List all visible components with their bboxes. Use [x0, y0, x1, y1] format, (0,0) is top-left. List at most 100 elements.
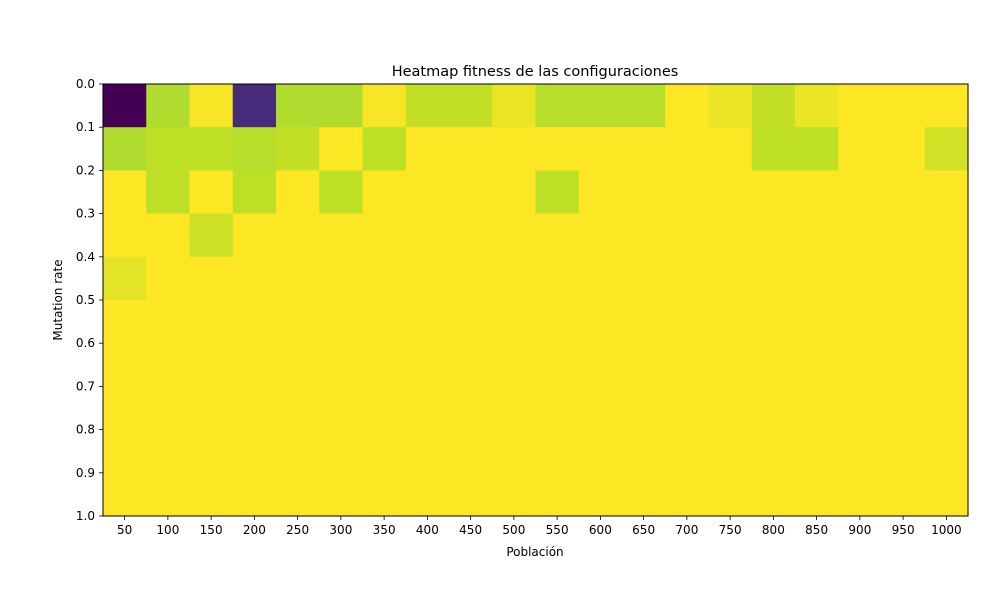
heatmap-cell: [405, 256, 450, 301]
heatmap-cell: [232, 256, 277, 301]
x-tick-label: 650: [632, 523, 655, 537]
heatmap-cell: [795, 213, 839, 258]
heatmap-cell: [665, 429, 710, 474]
heatmap-cell: [622, 84, 666, 128]
x-tick-label: 600: [589, 523, 612, 537]
heatmap-cell: [189, 300, 234, 344]
heatmap-cell: [405, 127, 450, 171]
heatmap-cell: [578, 429, 623, 474]
heatmap-cell: [924, 472, 969, 517]
heatmap-cell: [751, 256, 796, 301]
heatmap-cell: [535, 170, 580, 215]
heatmap-cell: [622, 472, 666, 517]
heatmap-cell: [924, 300, 969, 344]
heatmap-cell: [276, 256, 320, 301]
heatmap-cell: [276, 386, 320, 431]
heatmap-cell: [838, 170, 883, 215]
heatmap-cell: [103, 429, 147, 474]
heatmap-cell: [924, 170, 969, 215]
heatmap-cell: [276, 343, 320, 387]
heatmap-cell: [146, 170, 191, 215]
heatmap-cell: [924, 386, 969, 431]
heatmap-cell: [405, 170, 450, 215]
heatmap-cell: [276, 170, 320, 215]
heatmap-cell: [146, 472, 191, 517]
heatmap-cell: [362, 84, 407, 128]
heatmap-cell: [708, 256, 753, 301]
heatmap-cell: [449, 170, 493, 215]
heatmap-cell: [232, 472, 277, 517]
heatmap-cell: [449, 343, 493, 387]
heatmap-cell: [665, 300, 710, 344]
heatmap-cell: [751, 343, 796, 387]
heatmap-cell: [535, 213, 580, 258]
heatmap-cell: [103, 472, 147, 517]
heatmap-cell: [189, 256, 234, 301]
heatmap-cell: [622, 170, 666, 215]
heatmap-cell: [535, 343, 580, 387]
heatmap-cell: [578, 343, 623, 387]
heatmap-cell: [881, 343, 926, 387]
heatmap-cell: [492, 256, 537, 301]
heatmap-cell: [924, 213, 969, 258]
heatmap-cell: [881, 386, 926, 431]
heatmap-cell: [146, 386, 191, 431]
chart-title: Heatmap fitness de las configuraciones: [392, 64, 679, 80]
x-tick-label: 250: [286, 523, 309, 537]
heatmap-cell: [665, 343, 710, 387]
x-tick-label: 1000: [931, 523, 962, 537]
heatmap-cell: [405, 300, 450, 344]
heatmap-cells: [103, 84, 969, 517]
heatmap-cell: [751, 386, 796, 431]
heatmap-cell: [578, 127, 623, 171]
heatmap-cell: [146, 213, 191, 258]
heatmap-cell: [492, 127, 537, 171]
heatmap-cell: [146, 256, 191, 301]
heatmap-cell: [665, 472, 710, 517]
heatmap-cell: [405, 84, 450, 128]
heatmap-cell: [492, 386, 537, 431]
heatmap-cell: [103, 84, 147, 128]
heatmap-cell: [708, 84, 753, 128]
heatmap-cell: [319, 170, 364, 215]
heatmap-cell: [535, 429, 580, 474]
y-tick-label: 0.6: [76, 336, 95, 350]
heatmap-cell: [319, 127, 364, 171]
y-axis-label: Mutation rate: [51, 259, 65, 340]
x-axis-ticks: 50 100 150 200 250 300 350 400 450 500 550 600 650 70…: [117, 516, 962, 537]
heatmap-cell: [665, 256, 710, 301]
heatmap-cell: [319, 256, 364, 301]
heatmap-cell: [276, 472, 320, 517]
heatmap-cell: [665, 213, 710, 258]
heatmap-cell: [881, 213, 926, 258]
heatmap-cell: [665, 386, 710, 431]
y-tick-label: 0.5: [76, 293, 95, 307]
heatmap-cell: [795, 429, 839, 474]
heatmap-cell: [924, 127, 969, 171]
heatmap-cell: [189, 472, 234, 517]
x-tick-label: 300: [329, 523, 352, 537]
heatmap-cell: [362, 127, 407, 171]
heatmap-cell: [838, 256, 883, 301]
heatmap-cell: [449, 256, 493, 301]
x-tick-label: 550: [546, 523, 569, 537]
heatmap-cell: [276, 429, 320, 474]
heatmap-cell: [103, 300, 147, 344]
heatmap-cell: [881, 472, 926, 517]
heatmap-cell: [319, 213, 364, 258]
heatmap-cell: [838, 343, 883, 387]
heatmap-cell: [189, 127, 234, 171]
heatmap-cell: [103, 343, 147, 387]
heatmap-cell: [924, 343, 969, 387]
heatmap-cell: [232, 429, 277, 474]
heatmap-cell: [492, 429, 537, 474]
x-tick-label: 200: [243, 523, 266, 537]
heatmap-cell: [492, 213, 537, 258]
heatmap-cell: [535, 127, 580, 171]
heatmap-cell: [665, 127, 710, 171]
heatmap-cell: [924, 429, 969, 474]
heatmap-cell: [751, 127, 796, 171]
heatmap-cell: [362, 343, 407, 387]
heatmap-cell: [881, 84, 926, 128]
heatmap-cell: [146, 300, 191, 344]
